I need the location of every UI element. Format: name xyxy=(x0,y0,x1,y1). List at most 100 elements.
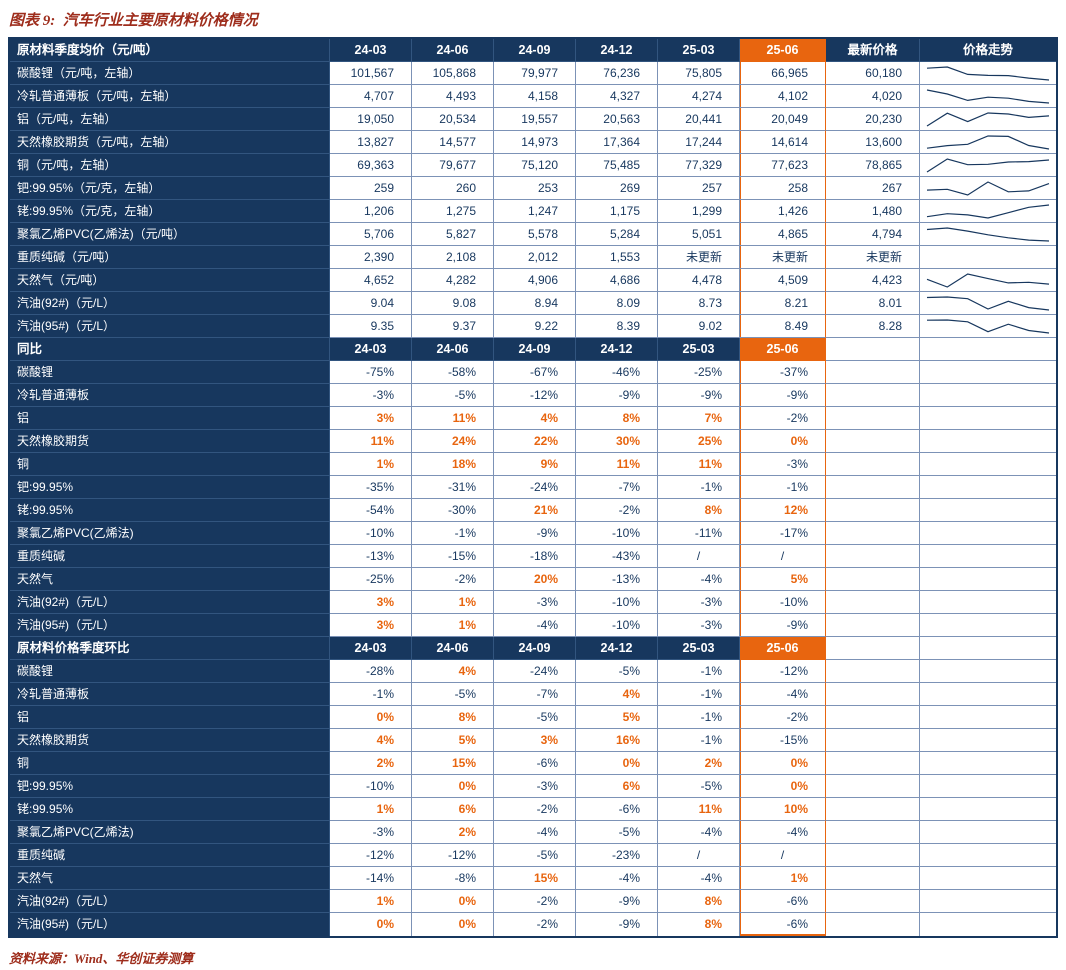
value-cell: 253 xyxy=(494,177,576,200)
value-cell: 8% xyxy=(412,706,494,729)
row-label: 天然橡胶期货 xyxy=(10,430,330,453)
row-label: 碳酸锂 xyxy=(10,361,330,384)
value-cell: 1,299 xyxy=(658,200,740,223)
row-label: 铑:99.95% xyxy=(10,499,330,522)
raw-material-price-table: 原材料季度均价（元/吨） 24-03 24-06 24-09 24-12 25-03 25-… xyxy=(8,37,1058,938)
sparkline-chart xyxy=(926,318,1050,334)
value-cell: 1,553 xyxy=(576,246,658,269)
row-label: 天然气（元/吨） xyxy=(10,269,330,292)
empty-cell xyxy=(826,729,920,752)
value-cell: -11% xyxy=(658,522,740,545)
value-cell: -6% xyxy=(576,798,658,821)
row-label: 聚氯乙烯PVC(乙烯法) xyxy=(10,821,330,844)
value-cell: 6% xyxy=(576,775,658,798)
value-cell: 24% xyxy=(412,430,494,453)
latest-price-cell: 未更新 xyxy=(826,246,920,269)
value-cell: 21% xyxy=(494,499,576,522)
value-cell: 11% xyxy=(412,407,494,430)
empty-cell xyxy=(826,614,920,637)
value-cell: 69,363 xyxy=(330,154,412,177)
value-cell: 4,509 xyxy=(740,269,826,292)
value-cell: -4% xyxy=(658,821,740,844)
value-cell: -2% xyxy=(494,798,576,821)
empty-cell xyxy=(920,729,1056,752)
value-cell: -24% xyxy=(494,476,576,499)
value-cell: -10% xyxy=(576,614,658,637)
value-cell: 5,706 xyxy=(330,223,412,246)
value-cell: -3% xyxy=(494,591,576,614)
latest-price-cell: 4,020 xyxy=(826,85,920,108)
latest-price-cell: 78,865 xyxy=(826,154,920,177)
value-cell: 8.73 xyxy=(658,292,740,315)
empty-cell xyxy=(920,476,1056,499)
trend-cell xyxy=(920,200,1056,223)
value-cell: 9.22 xyxy=(494,315,576,338)
value-cell: 15% xyxy=(412,752,494,775)
empty-cell xyxy=(920,591,1056,614)
value-cell: 4,282 xyxy=(412,269,494,292)
empty-cell xyxy=(920,453,1056,476)
value-cell: -6% xyxy=(740,890,826,913)
value-cell: 4% xyxy=(494,407,576,430)
source-note: 资料来源：Wind、华创证券测算 xyxy=(9,951,194,966)
empty-cell xyxy=(920,798,1056,821)
value-cell: -35% xyxy=(330,476,412,499)
empty-cell xyxy=(920,338,1056,361)
value-cell: 10% xyxy=(740,798,826,821)
value-cell: 269 xyxy=(576,177,658,200)
empty-cell xyxy=(920,545,1056,568)
value-cell: -3% xyxy=(330,384,412,407)
value-cell: 11% xyxy=(330,430,412,453)
empty-cell xyxy=(920,867,1056,890)
value-cell: 3% xyxy=(330,614,412,637)
empty-cell xyxy=(826,752,920,775)
trend-cell xyxy=(920,315,1056,338)
empty-cell xyxy=(826,683,920,706)
row-label: 天然橡胶期货 xyxy=(10,729,330,752)
value-cell: 5,578 xyxy=(494,223,576,246)
empty-cell xyxy=(920,522,1056,545)
value-cell: 4,478 xyxy=(658,269,740,292)
value-cell: 4% xyxy=(412,660,494,683)
value-cell: 8% xyxy=(658,913,740,936)
empty-cell xyxy=(920,706,1056,729)
value-cell: 9.04 xyxy=(330,292,412,315)
value-cell: 9.08 xyxy=(412,292,494,315)
value-cell: 1,275 xyxy=(412,200,494,223)
column-header: 24-12 xyxy=(576,637,658,660)
column-header-highlight: 25-06 xyxy=(740,39,826,62)
value-cell: 17,244 xyxy=(658,131,740,154)
value-cell: 0% xyxy=(740,775,826,798)
value-cell: 75,485 xyxy=(576,154,658,177)
value-cell: -9% xyxy=(740,614,826,637)
empty-cell xyxy=(826,430,920,453)
value-cell: 4% xyxy=(330,729,412,752)
value-cell: 257 xyxy=(658,177,740,200)
sparkline-chart xyxy=(926,65,1050,81)
trend-cell xyxy=(920,108,1056,131)
row-label: 铜（元/吨，左轴） xyxy=(10,154,330,177)
empty-cell xyxy=(920,913,1056,936)
value-cell: 8.49 xyxy=(740,315,826,338)
value-cell: -18% xyxy=(494,545,576,568)
sparkline-chart xyxy=(926,295,1050,311)
trend-cell xyxy=(920,292,1056,315)
value-cell: 5% xyxy=(740,568,826,591)
empty-cell xyxy=(826,890,920,913)
row-label: 汽油(95#)（元/L） xyxy=(10,913,330,936)
value-cell: 8% xyxy=(576,407,658,430)
empty-cell xyxy=(920,499,1056,522)
value-cell: -4% xyxy=(494,614,576,637)
empty-cell xyxy=(826,844,920,867)
value-cell: 1,247 xyxy=(494,200,576,223)
sparkline-chart xyxy=(926,134,1050,150)
row-label: 天然气 xyxy=(10,867,330,890)
empty-cell xyxy=(920,637,1056,660)
value-cell: 20,049 xyxy=(740,108,826,131)
value-cell: -3% xyxy=(330,821,412,844)
value-cell: 3% xyxy=(494,729,576,752)
column-header: 25-03 xyxy=(658,39,740,62)
empty-cell xyxy=(920,752,1056,775)
value-cell: 19,050 xyxy=(330,108,412,131)
